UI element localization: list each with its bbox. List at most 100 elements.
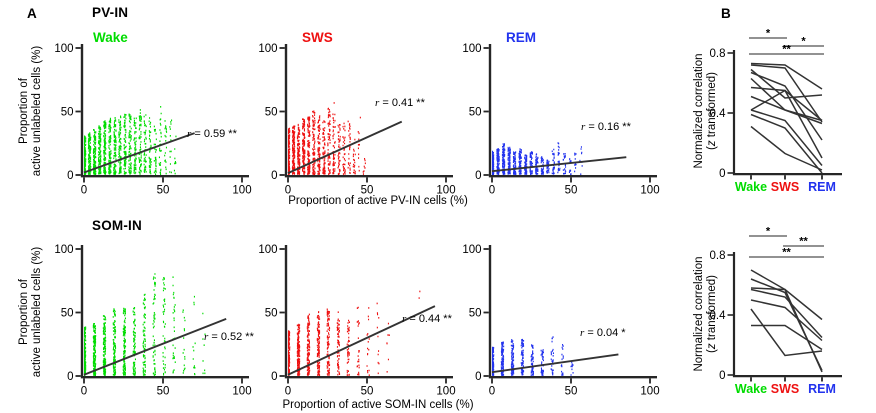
- scatter-plot-som-rem: 0 50 100 0 50 100: [462, 244, 659, 398]
- row-title-som-in: SOM-IN: [92, 218, 142, 233]
- x-tick-label: 100: [640, 386, 659, 398]
- regression-line-som-wake: [83, 317, 227, 376]
- scatter-plot-som-sws: 0 50 100 0 50 100: [258, 244, 455, 398]
- axes: [732, 50, 842, 176]
- scatter-points-som-rem: [492, 336, 574, 376]
- subject-line-3: [750, 71, 823, 141]
- x-axis-label-pv: Proportion of active PV-IN cells (%): [288, 195, 468, 207]
- b-y-axis-label-line2: (z transformed): [706, 72, 718, 150]
- x-tick-label: 50: [565, 185, 578, 197]
- category-label-sws: SWS: [771, 180, 799, 194]
- category-label-rem: REM: [808, 180, 836, 194]
- b-y-axis-label-line1: Normalized correlation: [693, 256, 705, 372]
- subject-line-0: [750, 62, 823, 90]
- x-tick-label: 0: [81, 185, 87, 197]
- scatter-plot-som-wake: 0 50 100 0 50 100: [54, 244, 251, 398]
- y-axis-label-line2: active unlabeled cells (%): [31, 45, 43, 177]
- x-tick-label: 50: [361, 185, 374, 197]
- b-y-axis-label-bottom: Normalized correlation (z transformed): [693, 256, 719, 371]
- scatter-plot-pv-rem: 0 50 100 0 50 100: [462, 43, 659, 197]
- axes: [80, 44, 249, 178]
- y-tick-label: 0.4: [710, 310, 727, 322]
- axes: [488, 245, 657, 379]
- subject-line-6: [750, 95, 823, 125]
- subject-line-6: [751, 324, 823, 351]
- y-tick-label: 50: [265, 107, 278, 119]
- r-value-label-som-sws: r = 0.44 **: [402, 313, 452, 325]
- x-tick-label: 0: [489, 185, 495, 197]
- y-tick-label: 0: [719, 370, 725, 382]
- y-axis-label-line1: Proportion of: [18, 279, 30, 345]
- x-tick-label: 50: [565, 386, 578, 398]
- y-tick-label: 100: [54, 244, 73, 256]
- subject-line-10: [750, 125, 823, 171]
- axes: [284, 44, 453, 178]
- y-tick-label: 0: [719, 168, 725, 180]
- subject-line-5: [750, 308, 823, 357]
- category-label-rem: REM: [808, 382, 836, 396]
- subject-line-7: [750, 89, 823, 122]
- b-y-axis-label-top: Normalized correlation (z transformed): [693, 53, 719, 168]
- subject-line-3: [750, 288, 823, 339]
- r-value-label-som-wake: r = 0.52 **: [204, 331, 254, 343]
- axes: [732, 252, 842, 378]
- y-tick-label: 50: [469, 107, 482, 119]
- regression-line-som-sws: [287, 305, 436, 376]
- scatter-points-som-wake: [84, 273, 206, 376]
- y-axis-label-line2: active unlabeled cells (%): [31, 246, 43, 378]
- category-label-wake: Wake: [735, 180, 767, 194]
- subject-line-8: [750, 109, 823, 166]
- scatter-points-pv-sws: [288, 102, 366, 175]
- scatter-plot-pv-sws: 0 50 100 0 50 100: [258, 43, 455, 197]
- scatter-plot-pv-wake: 0 50 100 0 50 100: [54, 43, 251, 197]
- panel-b-letter: B: [721, 6, 731, 21]
- y-tick-label: 50: [61, 107, 74, 119]
- x-tick-label: 100: [640, 185, 659, 197]
- y-tick-label: 0.8: [710, 250, 726, 262]
- x-tick-label: 0: [285, 185, 291, 197]
- y-tick-label: 100: [462, 244, 481, 256]
- axes: [488, 44, 657, 178]
- r-value-label-pv-rem: r = 0.16 **: [581, 121, 631, 133]
- y-tick-label: 0: [67, 371, 73, 383]
- y-axis-label-line1: Proportion of: [18, 78, 30, 144]
- y-tick-label: 100: [258, 244, 277, 256]
- x-tick-label: 100: [232, 386, 251, 398]
- sig-star-label: *: [766, 226, 771, 238]
- subject-line-9: [750, 113, 823, 174]
- y-tick-label: 100: [462, 43, 481, 55]
- x-tick-label: 0: [285, 386, 291, 398]
- regression-line-som-rem: [491, 353, 619, 374]
- category-label-sws: SWS: [771, 382, 799, 396]
- x-tick-label: 50: [157, 185, 170, 197]
- y-tick-label: 0: [67, 170, 73, 182]
- r-value-label-pv-sws: r = 0.41 **: [375, 97, 425, 109]
- y-tick-label: 0: [271, 371, 277, 383]
- subject-line-4: [750, 299, 823, 342]
- row-title-pv-in: PV-IN: [92, 5, 129, 20]
- y-tick-label: 100: [54, 43, 73, 55]
- y-tick-label: 100: [258, 43, 277, 55]
- b-y-axis-label-line1: Normalized correlation: [693, 53, 705, 169]
- state-label-wake: Wake: [93, 30, 128, 45]
- y-axis-label-som-row: Proportion of active unlabeled cells (%): [18, 247, 44, 377]
- y-tick-label: 0: [271, 170, 277, 182]
- y-tick-label: 0.4: [710, 108, 727, 120]
- r-value-label-pv-wake: r = 0.59 **: [187, 128, 237, 140]
- panel-a-letter: A: [27, 6, 37, 21]
- category-label-wake: Wake: [735, 382, 767, 396]
- y-tick-label: 50: [265, 308, 278, 320]
- x-tick-label: 0: [81, 386, 87, 398]
- y-tick-label: 0.8: [710, 48, 726, 60]
- state-label-rem: REM: [506, 30, 536, 45]
- regression-line-pv-sws: [287, 120, 403, 174]
- state-label-sws: SWS: [302, 30, 333, 45]
- y-tick-label: 0: [475, 170, 481, 182]
- x-tick-label: 50: [361, 386, 374, 398]
- x-tick-label: 100: [436, 185, 455, 197]
- scatter-points-pv-rem: [492, 142, 583, 175]
- y-tick-label: 0: [475, 371, 481, 383]
- sig-star-label: *: [801, 36, 806, 48]
